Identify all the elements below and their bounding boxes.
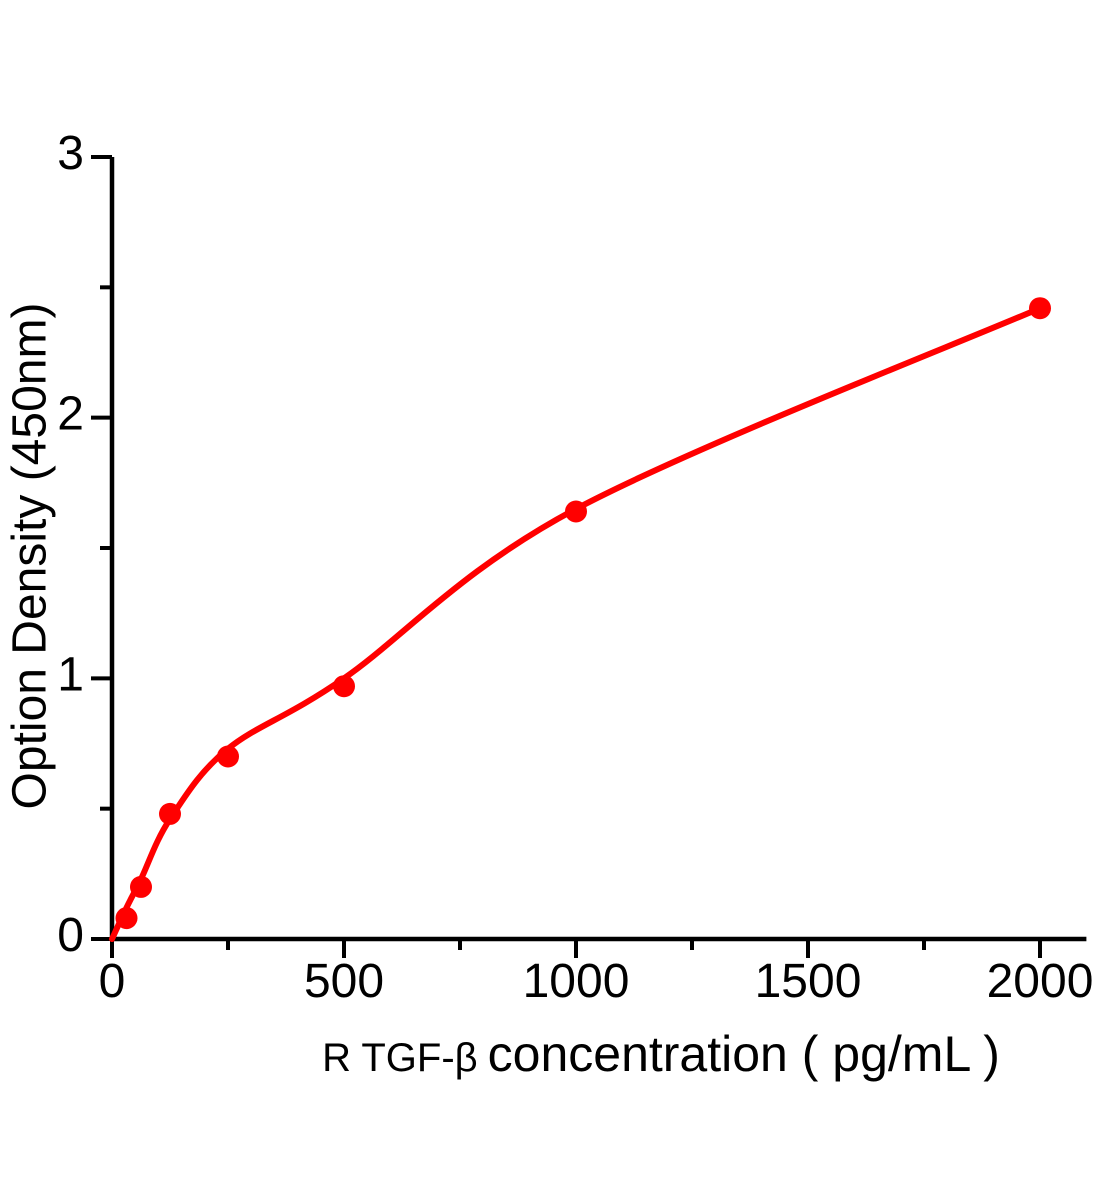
x-axis-title-main: concentration ( pg/mL ) xyxy=(487,1026,1000,1082)
y-tick-label: 1 xyxy=(57,648,84,701)
x-axis-title: R TGF-β concentration ( pg/mL ) xyxy=(322,1025,1000,1083)
y-axis-title: Option Density (450nm) xyxy=(3,302,57,810)
x-tick-label: 0 xyxy=(99,955,126,1008)
data-point-2000 xyxy=(1029,297,1051,320)
data-point-1000 xyxy=(565,500,587,523)
data-point-125 xyxy=(159,802,181,825)
y-tick-label: 2 xyxy=(57,388,84,441)
data-point-250 xyxy=(217,745,239,768)
x-tick-label: 1500 xyxy=(755,955,862,1008)
fit-curve xyxy=(109,305,1043,942)
x-tick-label: 2000 xyxy=(987,955,1094,1008)
x-axis-title-prefix: R TGF-β xyxy=(322,1036,478,1080)
y-tick-label: 0 xyxy=(57,909,84,962)
data-point-62.5 xyxy=(130,875,152,898)
x-tick-label: 500 xyxy=(304,955,384,1008)
y-tick-label: 3 xyxy=(57,127,84,180)
data-point-500 xyxy=(333,675,355,698)
x-tick-label: 1000 xyxy=(523,955,630,1008)
data-point-31.25 xyxy=(115,907,138,930)
